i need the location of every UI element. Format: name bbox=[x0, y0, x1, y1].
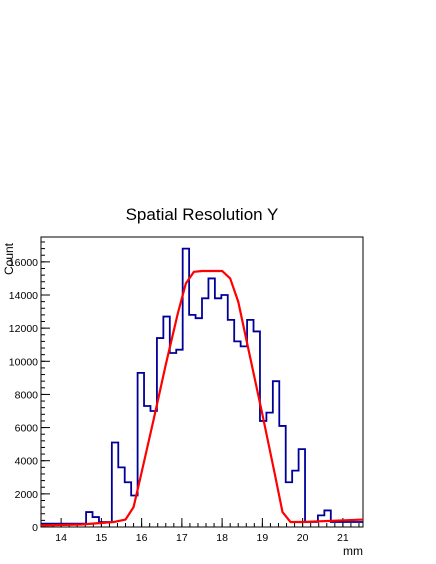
x-tick-label: 21 bbox=[337, 532, 349, 544]
y-axis-label: Count bbox=[2, 242, 16, 275]
y-tick-label: 10000 bbox=[9, 356, 38, 368]
axis-ticks bbox=[41, 241, 360, 528]
y-tick-label: 12000 bbox=[9, 323, 38, 335]
x-tick-labels: 14 15 16 17 18 19 20 21 bbox=[55, 532, 349, 544]
x-tick-label: 19 bbox=[257, 532, 269, 544]
y-tick-label: 0 bbox=[32, 522, 38, 534]
y-tick-label: 16000 bbox=[9, 257, 38, 269]
x-axis-label: mm bbox=[343, 544, 363, 558]
y-tick-labels: 0 2000 4000 6000 8000 10000 12000 14000 16000 bbox=[9, 257, 38, 534]
x-tick-label: 16 bbox=[136, 532, 148, 544]
x-tick-label: 18 bbox=[216, 532, 228, 544]
y-tick-label: 8000 bbox=[15, 389, 39, 401]
x-tick-label: 17 bbox=[176, 532, 188, 544]
fit-curve bbox=[40, 269, 364, 527]
chart-title: Spatial Resolution Y bbox=[126, 205, 279, 224]
y-tick-label: 14000 bbox=[9, 290, 38, 302]
plot-frame bbox=[40, 236, 364, 528]
x-tick-label: 15 bbox=[96, 532, 108, 544]
y-tick-label: 6000 bbox=[15, 423, 39, 435]
y-tick-label: 4000 bbox=[15, 456, 39, 468]
histogram-series bbox=[41, 247, 363, 525]
x-tick-label: 14 bbox=[55, 532, 67, 544]
x-tick-label: 20 bbox=[297, 532, 309, 544]
y-tick-label: 2000 bbox=[15, 489, 39, 501]
